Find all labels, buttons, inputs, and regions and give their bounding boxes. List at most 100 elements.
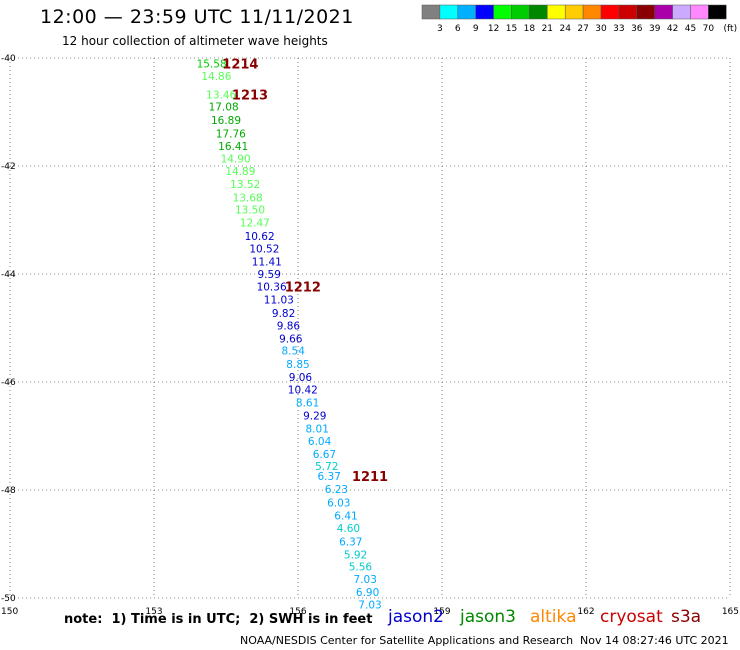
wave-height-point: 10.52: [249, 244, 279, 256]
scale-swatch: [421, 4, 441, 20]
wave-height-point: 17.76: [216, 129, 246, 141]
wave-height-point: 14.89: [225, 166, 255, 178]
page-subtitle: 12 hour collection of altimeter wave hei…: [62, 34, 328, 48]
scale-swatch: [654, 4, 673, 20]
wave-height-point: 9.86: [277, 320, 301, 332]
scale-label: 45: [685, 24, 696, 34]
scale-label: 30: [595, 24, 607, 34]
legend-cryosat: cryosat: [600, 607, 663, 627]
legend-s3a: s3a: [671, 607, 702, 627]
wave-height-point: 9.66: [279, 333, 303, 345]
wave-height-point: 16.41: [218, 141, 248, 153]
wave-height-point: 12.47: [240, 218, 270, 230]
wave-height-point: 6.90: [356, 587, 379, 599]
y-tick-label: -46: [1, 378, 16, 388]
scale-swatch: [457, 4, 476, 20]
legend-jason2: jason2: [388, 607, 444, 627]
scale-label: 39: [649, 24, 661, 34]
scale-label: 3: [437, 24, 443, 34]
scale-swatch: [547, 4, 566, 20]
wave-height-point: 10.62: [245, 231, 275, 243]
scale-label: 21: [542, 24, 553, 34]
x-tick-label: 153: [145, 607, 162, 617]
wave-height-point: 14.86: [201, 71, 231, 83]
scale-swatch: [493, 4, 512, 20]
scale-label: 70: [703, 24, 715, 34]
wave-height-point: 9.06: [289, 372, 313, 384]
wave-height-point: 6.23: [325, 484, 348, 496]
wave-height-point: 9.29: [303, 410, 326, 422]
wave-height-point: 6.03: [327, 497, 350, 509]
wave-height-point: 9.82: [272, 308, 295, 320]
scale-swatch: [529, 4, 548, 20]
color-scale: 3 6 9 12 15 18 21 24 27 30 33 36 39 42 45 70 (ft): [421, 4, 737, 34]
wave-height-point: 13.52: [230, 179, 260, 191]
wave-height-point: 5.92: [344, 549, 367, 561]
scale-label: 18: [524, 24, 536, 34]
legend-jason3: jason3: [460, 607, 516, 627]
wave-height-point: 6.41: [334, 510, 357, 522]
wave-height-point: 4.60: [337, 523, 360, 535]
wave-height-point: 13.68: [233, 192, 263, 204]
scale-swatch: [564, 4, 584, 20]
scale-swatch: [439, 4, 459, 20]
wave-height-point: 17.08: [209, 102, 239, 114]
chart-grid: [9, 57, 731, 599]
scale-swatch: [511, 4, 530, 20]
wave-height-point: 8.61: [296, 398, 319, 410]
wave-height-point: 7.03: [354, 574, 377, 586]
wave-height-point: 11.03: [264, 294, 294, 306]
wave-height-point: 13.46: [206, 90, 236, 102]
scale-swatch: [600, 4, 620, 20]
update-timestamp: Nov 14 08:27:46 UTC 2021: [580, 634, 729, 647]
scale-swatch: [672, 4, 691, 20]
wave-height-point: 5.56: [349, 562, 373, 574]
scale-swatch: [475, 4, 494, 20]
wave-height-point: 15.58: [197, 58, 227, 70]
wave-height-point: 8.85: [286, 359, 309, 371]
wave-height-point: 6.37: [318, 471, 341, 483]
scale-label: 36: [631, 24, 643, 34]
axis-ticks: 150 153 156 159 162 165 -40 -42 -44 -46 -48 -50: [1, 54, 739, 617]
x-tick-label: 156: [289, 607, 306, 617]
wave-height-point: 7.03: [358, 599, 381, 611]
pass-time-label: 1212: [285, 280, 321, 295]
wave-height-point: 13.50: [235, 205, 265, 217]
scale-label: 12: [488, 24, 499, 34]
scale-swatch: [708, 4, 727, 20]
wave-height-point: 5.72: [315, 461, 338, 473]
pass-time-label: 1214: [222, 57, 258, 72]
y-tick-label: -44: [1, 270, 16, 280]
scale-swatch: [690, 4, 709, 20]
y-tick-label: -50: [1, 594, 16, 604]
scale-label: 9: [473, 24, 479, 34]
y-tick-label: -40: [1, 54, 16, 64]
wave-height-point: 14.90: [221, 153, 251, 165]
credit-line: NOAA/NESDIS Center for Satellite Applica…: [240, 634, 574, 647]
y-tick-label: -48: [1, 486, 16, 496]
wave-height-point: 11.41: [252, 257, 282, 269]
page-title: 12:00 — 23:59 UTC 11/11/2021: [40, 6, 354, 28]
wave-height-point: 8.01: [306, 423, 329, 435]
wave-height-point: 6.37: [339, 536, 362, 548]
scale-label: 27: [577, 24, 588, 34]
pass-annotations: 1214 1213 1212 1211: [222, 57, 388, 485]
legend-altika: altika: [530, 607, 577, 627]
wave-height-point: 10.36: [257, 281, 287, 293]
scale-swatch: [636, 4, 655, 20]
x-tick-label: 165: [722, 607, 739, 617]
wave-height-point: 6.04: [308, 436, 332, 448]
scale-swatch: [618, 4, 638, 20]
y-tick-label: -42: [1, 162, 16, 172]
scale-label: 15: [506, 24, 517, 34]
scale-label: 24: [559, 24, 571, 34]
wave-height-point: 16.89: [211, 115, 241, 127]
pass-time-label: 1213: [232, 89, 268, 104]
wave-height-point: 10.42: [288, 385, 318, 397]
scale-label: 33: [613, 24, 624, 34]
x-tick-label: 162: [577, 607, 594, 617]
x-tick-label: 150: [1, 607, 18, 617]
wave-height-point: 6.67: [313, 449, 336, 461]
